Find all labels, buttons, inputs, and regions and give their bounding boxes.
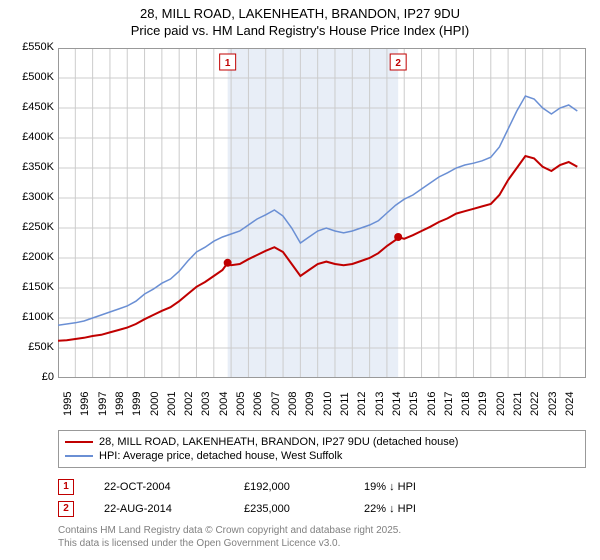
svg-text:2: 2	[395, 58, 401, 69]
title-line1: 28, MILL ROAD, LAKENHEATH, BRANDON, IP27…	[0, 6, 600, 23]
x-tick-label: 2015	[408, 392, 420, 416]
y-tick-label: £300K	[2, 191, 54, 203]
y-tick-label: £500K	[2, 71, 54, 83]
x-tick-label: 2013	[374, 392, 386, 416]
x-tick-label: 1997	[97, 392, 109, 416]
x-tick-label: 2004	[218, 392, 230, 416]
sale-marker-number: 1	[58, 479, 74, 495]
legend-swatch	[65, 455, 93, 457]
legend-label: 28, MILL ROAD, LAKENHEATH, BRANDON, IP27…	[99, 436, 458, 448]
y-tick-label: £200K	[2, 251, 54, 263]
legend-item: HPI: Average price, detached house, West…	[65, 449, 579, 463]
y-tick-label: £550K	[2, 41, 54, 53]
x-tick-label: 2020	[495, 392, 507, 416]
sale-marker-number: 2	[58, 501, 74, 517]
x-tick-label: 2017	[443, 392, 455, 416]
x-tick-label: 2005	[235, 392, 247, 416]
x-tick-label: 1996	[79, 392, 91, 416]
sale-price: £235,000	[244, 503, 334, 515]
sale-row: 2 22-AUG-2014 £235,000 22% ↓ HPI	[58, 498, 586, 520]
legend-swatch	[65, 441, 93, 443]
chart-title: 28, MILL ROAD, LAKENHEATH, BRANDON, IP27…	[0, 0, 600, 40]
chart-svg: 12	[58, 48, 586, 378]
y-tick-label: £400K	[2, 131, 54, 143]
sale-date: 22-AUG-2014	[104, 503, 214, 515]
x-tick-label: 2002	[183, 392, 195, 416]
x-tick-label: 2024	[564, 392, 576, 416]
x-tick-label: 2021	[512, 392, 524, 416]
x-tick-label: 1995	[62, 392, 74, 416]
y-tick-label: £350K	[2, 161, 54, 173]
x-tick-label: 2022	[529, 392, 541, 416]
x-tick-label: 2016	[426, 392, 438, 416]
attribution-footer: Contains HM Land Registry data © Crown c…	[58, 524, 586, 550]
sale-price: £192,000	[244, 481, 334, 493]
footer-line1: Contains HM Land Registry data © Crown c…	[58, 524, 586, 537]
y-tick-label: £450K	[2, 101, 54, 113]
legend-label: HPI: Average price, detached house, West…	[99, 450, 342, 462]
x-tick-label: 2014	[391, 392, 403, 416]
x-tick-label: 2009	[304, 392, 316, 416]
chart-plot-area: 12	[58, 48, 586, 378]
x-tick-label: 2000	[149, 392, 161, 416]
y-tick-label: £0	[2, 371, 54, 383]
sales-table: 1 22-OCT-2004 £192,000 19% ↓ HPI 2 22-AUG-201…	[58, 476, 586, 520]
y-tick-label: £100K	[2, 311, 54, 323]
x-axis-labels: 1995 1996 1997 1998 1999 2000 2001 2002 2003 2004…	[58, 380, 586, 430]
x-tick-label: 2006	[252, 392, 264, 416]
x-tick-label: 2018	[460, 392, 472, 416]
sale-delta-hpi: 19% ↓ HPI	[364, 481, 416, 493]
sale-delta-hpi: 22% ↓ HPI	[364, 503, 416, 515]
x-tick-label: 2003	[200, 392, 212, 416]
x-tick-label: 2019	[477, 392, 489, 416]
legend-box: 28, MILL ROAD, LAKENHEATH, BRANDON, IP27…	[58, 430, 586, 468]
x-tick-label: 2012	[356, 392, 368, 416]
legend-item: 28, MILL ROAD, LAKENHEATH, BRANDON, IP27…	[65, 435, 579, 449]
x-tick-label: 2001	[166, 392, 178, 416]
title-line2: Price paid vs. HM Land Registry's House …	[0, 23, 600, 40]
x-tick-label: 2008	[287, 392, 299, 416]
sale-date: 22-OCT-2004	[104, 481, 214, 493]
x-tick-label: 1998	[114, 392, 126, 416]
x-tick-label: 2007	[270, 392, 282, 416]
x-tick-label: 2023	[547, 392, 559, 416]
y-tick-label: £150K	[2, 281, 54, 293]
svg-text:1: 1	[225, 58, 231, 69]
sale-row: 1 22-OCT-2004 £192,000 19% ↓ HPI	[58, 476, 586, 498]
y-tick-label: £250K	[2, 221, 54, 233]
footer-line2: This data is licensed under the Open Gov…	[58, 537, 586, 550]
x-tick-label: 1999	[131, 392, 143, 416]
x-tick-label: 2010	[322, 392, 334, 416]
y-tick-label: £50K	[2, 341, 54, 353]
x-tick-label: 2011	[339, 392, 351, 416]
